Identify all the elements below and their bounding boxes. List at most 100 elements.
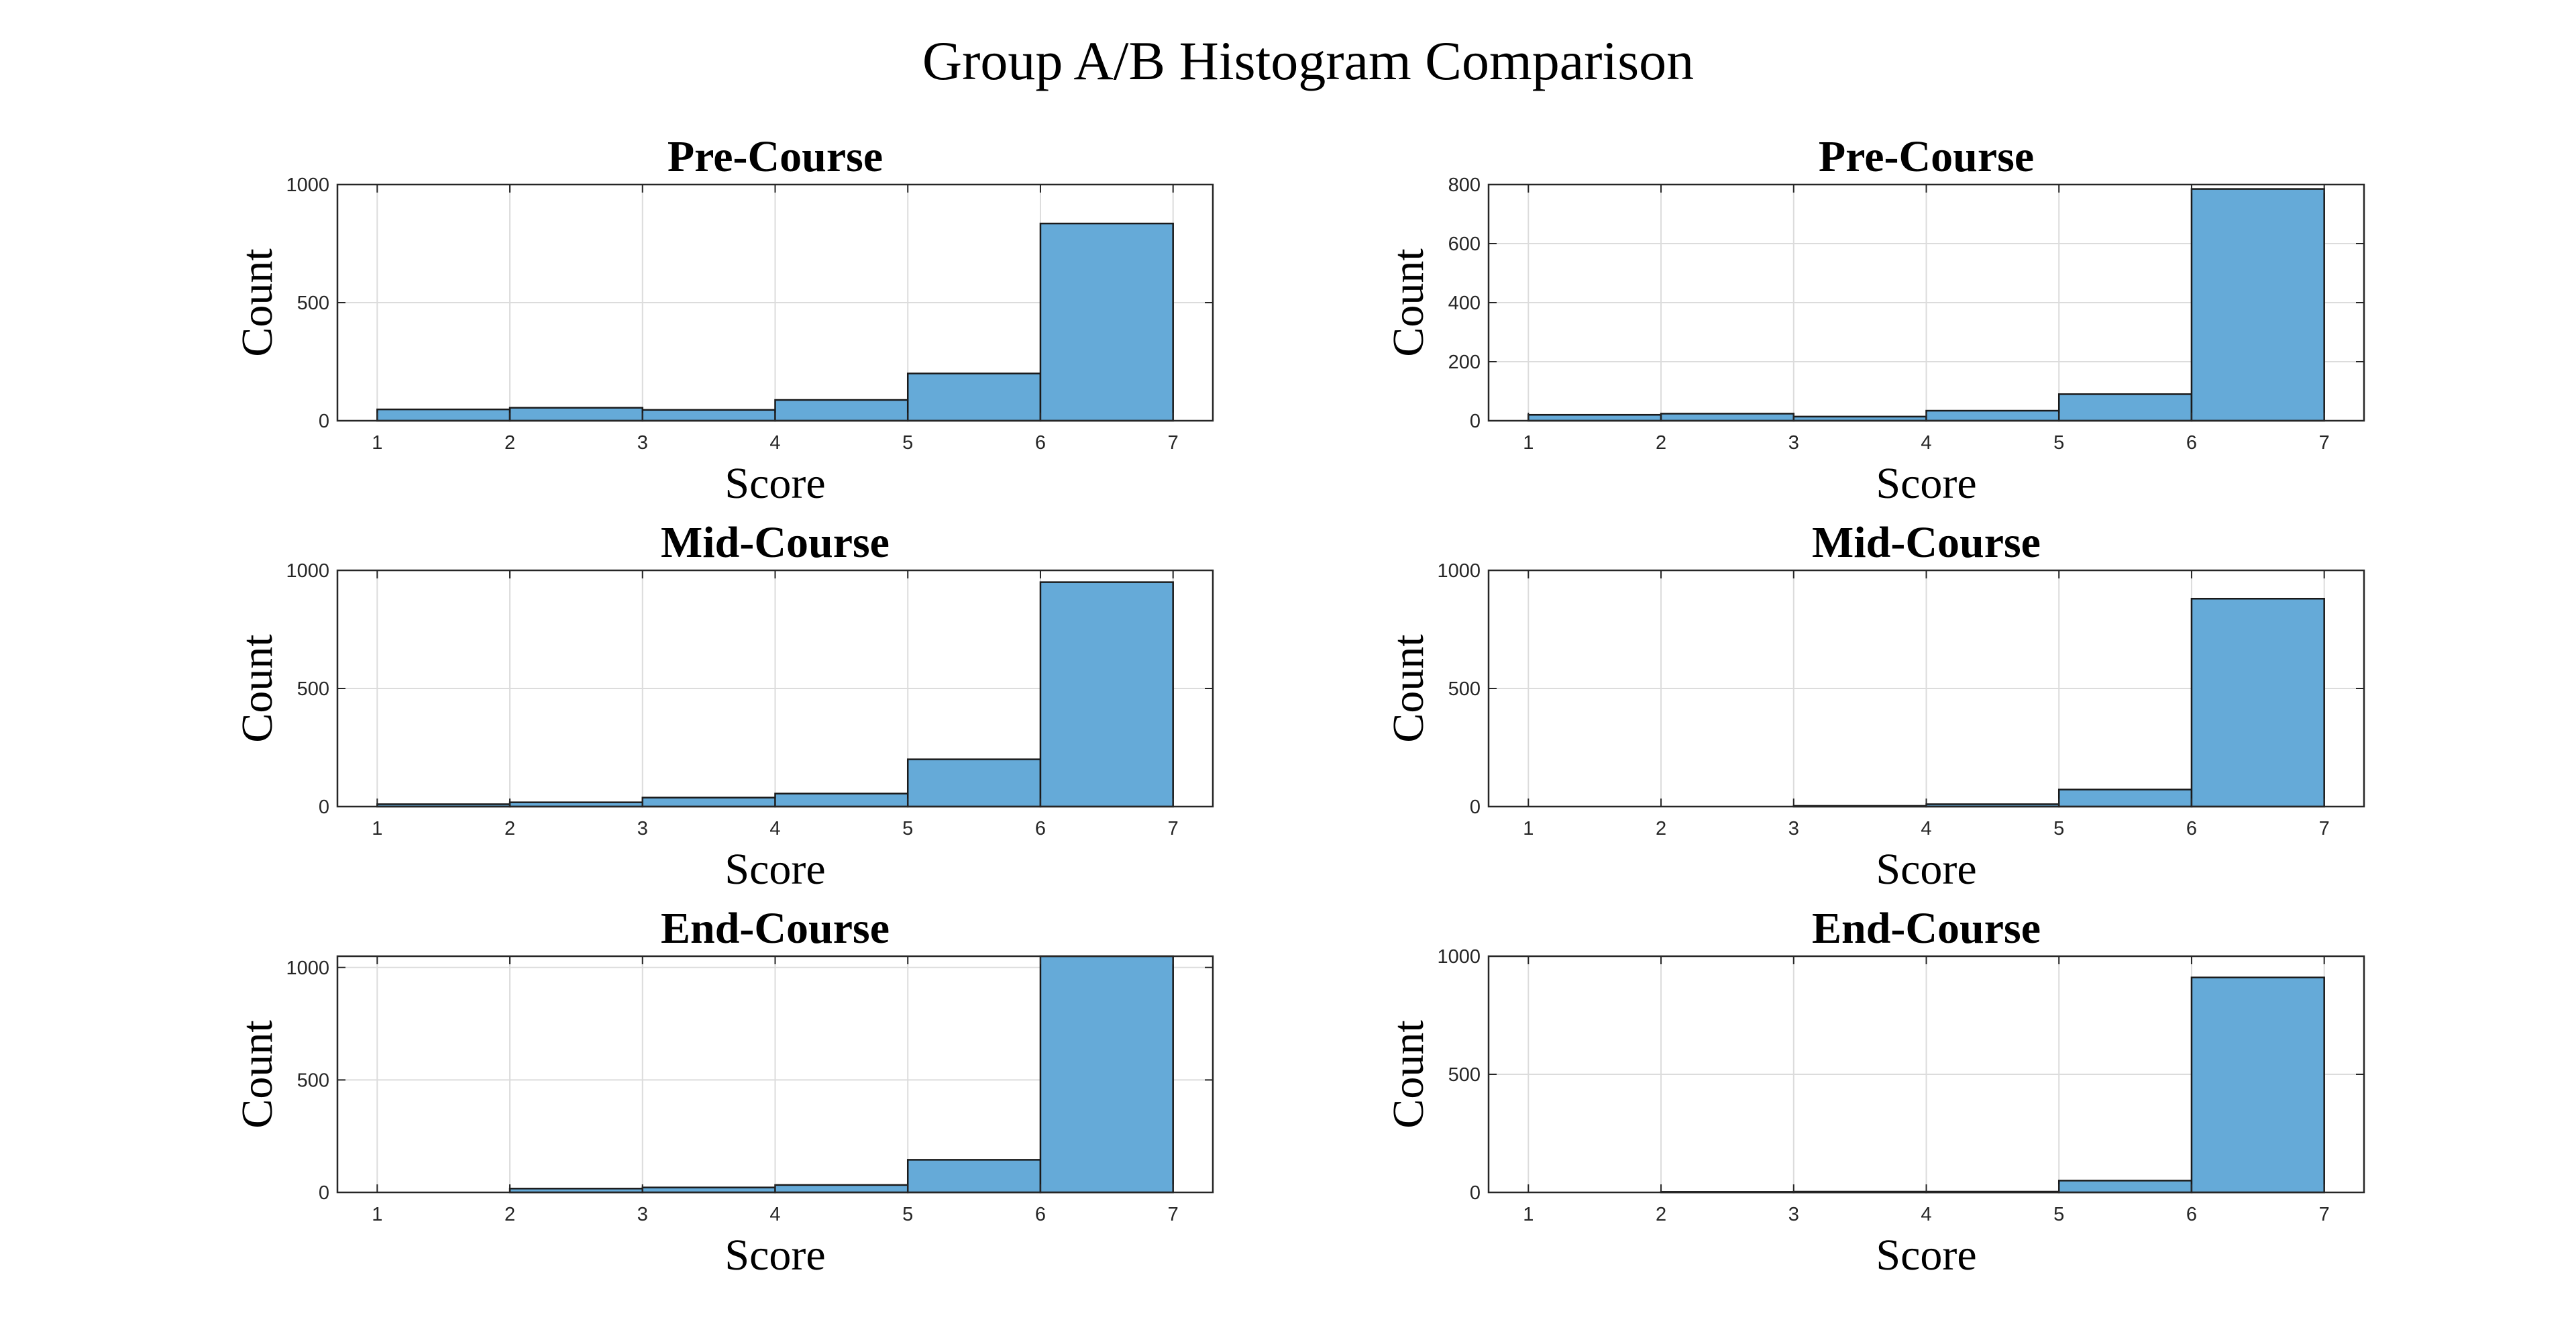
histogram-bar (376, 408, 511, 422)
y-tick-label: 1000 (286, 174, 329, 196)
x-tick-label: 1 (1523, 818, 1534, 839)
histogram-bar (774, 1184, 909, 1194)
x-tick-label: 7 (2319, 432, 2330, 454)
histogram-bar (774, 399, 909, 422)
y-tick-label: 500 (297, 1070, 329, 1091)
subplot-title: Mid-Course (661, 518, 890, 567)
y-tick-label: 1000 (1437, 946, 1481, 968)
y-tick-label: 500 (297, 678, 329, 700)
x-tick-label: 6 (2186, 818, 2197, 839)
subplot-6: 1 2 3 4 5 6 7 0 500 1000 End-Course Score Count (1384, 904, 2365, 1280)
y-tick-label: 400 (1448, 293, 1481, 314)
histogram-bar (2057, 1180, 2193, 1194)
y-tick-label: 0 (1470, 1182, 1481, 1204)
y-axis-label: Count (1384, 1020, 1433, 1128)
x-tick-label: 6 (2186, 1204, 2197, 1225)
y-tick-label: 0 (319, 411, 329, 432)
y-tick-label: 1000 (1437, 560, 1481, 582)
y-tick-label: 1000 (286, 560, 329, 582)
x-tick-label: 7 (2319, 1204, 2330, 1225)
subplot-1: 1 2 3 4 5 6 7 0 500 1000 Pre-Course Score Count (233, 132, 1214, 508)
x-tick-label: 4 (769, 432, 780, 454)
y-tick-label: 500 (297, 293, 329, 314)
y-tick-label: 600 (1448, 234, 1481, 255)
y-tick-label: 0 (1470, 411, 1481, 432)
histogram-bar (1039, 581, 1174, 808)
histogram-bar (906, 372, 1042, 422)
x-tick-label: 7 (2319, 818, 2330, 839)
x-tick-label: 3 (637, 1204, 648, 1225)
histogram-bar (906, 758, 1042, 808)
subplot-2: 1 2 3 4 5 6 7 0 200 400 600 800 Pre-Course Score Count (1384, 132, 2365, 508)
histogram-bar (774, 792, 909, 808)
x-tick-label: 4 (1921, 432, 1931, 454)
x-axis-label: Score (1876, 459, 1976, 508)
x-tick-label: 6 (1035, 818, 1046, 839)
histogram-bar (2190, 188, 2325, 422)
x-axis-label: Score (724, 845, 825, 894)
x-tick-label: 2 (504, 818, 515, 839)
x-tick-label: 2 (1656, 818, 1666, 839)
x-tick-label: 3 (637, 432, 648, 454)
x-tick-label: 4 (1921, 1204, 1931, 1225)
histogram-bar (508, 407, 644, 422)
x-tick-label: 5 (902, 432, 913, 454)
subplot-title: End-Course (1812, 904, 2041, 953)
subplot-title: End-Course (661, 904, 890, 953)
x-tick-label: 5 (2053, 818, 2064, 839)
histogram-bar (1527, 413, 1662, 422)
y-axis-label: Count (233, 1020, 282, 1128)
x-tick-label: 6 (1035, 1204, 1046, 1225)
x-tick-label: 5 (902, 1204, 913, 1225)
figure-title: Group A/B Histogram Comparison (922, 30, 1694, 91)
histogram-bar (2190, 976, 2325, 1194)
x-tick-label: 2 (504, 1204, 515, 1225)
x-tick-label: 3 (1788, 818, 1799, 839)
y-tick-label: 200 (1448, 352, 1481, 373)
y-axis-label: Count (233, 634, 282, 742)
subplot-title: Mid-Course (1812, 518, 2041, 567)
y-tick-label: 1000 (286, 958, 329, 979)
histogram-bar (2057, 788, 2193, 808)
y-tick-label: 500 (1448, 678, 1481, 700)
y-axis-label: Count (233, 248, 282, 356)
x-tick-label: 4 (769, 818, 780, 839)
subplot-title: Pre-Course (1819, 132, 2034, 181)
x-tick-label: 5 (2053, 432, 2064, 454)
y-tick-label: 800 (1448, 174, 1481, 196)
subplot-4: 1 2 3 4 5 6 7 0 500 1000 Mid-Course Score Count (1384, 518, 2365, 894)
histogram-bar (641, 409, 776, 422)
x-tick-label: 1 (1523, 432, 1534, 454)
y-axis-label: Count (1384, 634, 1433, 742)
histogram-bar (1660, 413, 1795, 422)
histogram-bar (906, 1159, 1042, 1194)
x-tick-label: 1 (372, 818, 382, 839)
x-tick-label: 1 (1523, 1204, 1534, 1225)
x-tick-label: 7 (1168, 432, 1179, 454)
x-tick-label: 5 (2053, 1204, 2064, 1225)
x-tick-label: 4 (769, 1204, 780, 1225)
x-tick-label: 5 (902, 818, 913, 839)
x-tick-label: 2 (1656, 1204, 1666, 1225)
y-tick-label: 0 (319, 797, 329, 818)
x-tick-label: 7 (1168, 1204, 1179, 1225)
x-tick-label: 2 (1656, 432, 1666, 454)
histogram-bar (641, 797, 776, 808)
y-tick-label: 500 (1448, 1064, 1481, 1086)
y-axis-label: Count (1384, 248, 1433, 356)
x-axis-label: Score (1876, 1231, 1976, 1280)
histogram-bar (1039, 222, 1174, 422)
x-tick-label: 1 (372, 432, 382, 454)
x-tick-label: 3 (1788, 432, 1799, 454)
y-tick-label: 0 (319, 1182, 329, 1204)
x-tick-label: 3 (1788, 1204, 1799, 1225)
subplot-3: 1 2 3 4 5 6 7 0 500 1000 Mid-Course Score Count (233, 518, 1214, 894)
histogram-bar (2057, 393, 2193, 422)
histogram-bar (1039, 955, 1174, 1194)
x-tick-label: 7 (1168, 818, 1179, 839)
x-axis-label: Score (724, 459, 825, 508)
subplot-title: Pre-Course (667, 132, 883, 181)
